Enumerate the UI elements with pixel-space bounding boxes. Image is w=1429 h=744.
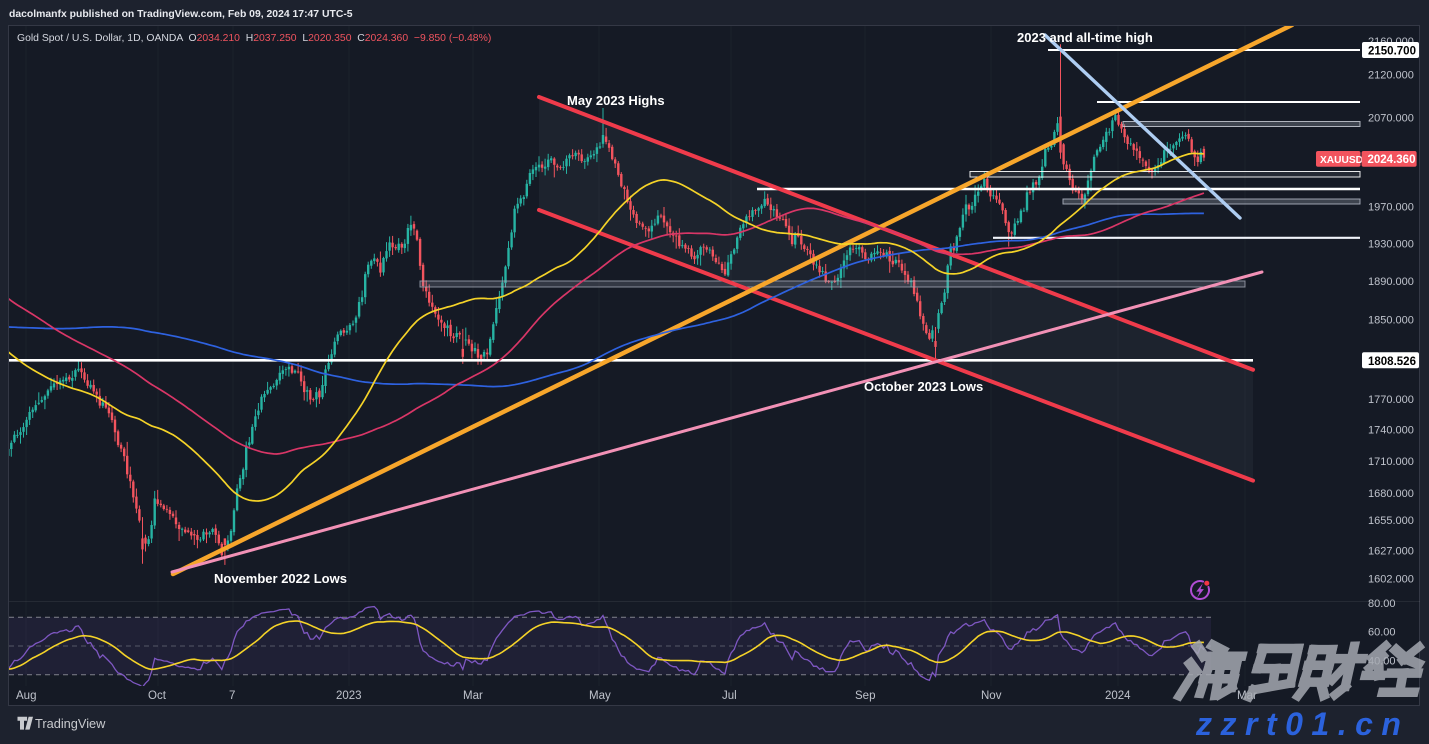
svg-text:Oct: Oct (148, 690, 167, 702)
svg-text:2024: 2024 (1105, 690, 1131, 702)
svg-text:1890.000: 1890.000 (1368, 276, 1414, 288)
svg-text:October 2023 Lows: October 2023 Lows (864, 379, 983, 394)
svg-text:1627.000: 1627.000 (1368, 546, 1414, 558)
svg-text:Nov: Nov (981, 690, 1002, 702)
svg-text:1930.000: 1930.000 (1368, 238, 1414, 250)
svg-text:60.00: 60.00 (1368, 627, 1396, 639)
svg-text:Sep: Sep (855, 690, 875, 702)
svg-text:2150.700: 2150.700 (1368, 46, 1416, 58)
svg-text:2023: 2023 (336, 690, 362, 702)
svg-text:Gold Spot / U.S. Dollar, 1D, O: Gold Spot / U.S. Dollar, 1D, OANDA O2034… (17, 33, 491, 44)
svg-text:1770.000: 1770.000 (1368, 394, 1414, 406)
svg-text:1808.526: 1808.526 (1368, 356, 1416, 368)
svg-text:1655.000: 1655.000 (1368, 515, 1414, 527)
svg-text:Jul: Jul (722, 690, 737, 702)
svg-text:Mar: Mar (463, 690, 483, 702)
svg-text:1680.000: 1680.000 (1368, 488, 1414, 500)
svg-text:1710.000: 1710.000 (1368, 456, 1414, 468)
svg-text:7: 7 (229, 690, 235, 702)
svg-text:1740.000: 1740.000 (1368, 425, 1414, 437)
svg-text:dacolmanfx published on Tradin: dacolmanfx published on TradingView.com,… (9, 9, 353, 20)
svg-text:May 2023 Highs: May 2023 Highs (567, 93, 665, 108)
svg-text:zzrt01.cn: zzrt01.cn (1195, 706, 1409, 739)
svg-text:XAUUSD: XAUUSD (1320, 155, 1363, 166)
svg-text:1970.000: 1970.000 (1368, 202, 1414, 214)
svg-text:2120.000: 2120.000 (1368, 70, 1414, 82)
svg-text:1850.000: 1850.000 (1368, 315, 1414, 327)
svg-text:2024.360: 2024.360 (1368, 154, 1416, 166)
svg-text:TradingView: TradingView (35, 716, 106, 731)
svg-text:80.00: 80.00 (1368, 598, 1396, 610)
svg-text:November 2022 Lows: November 2022 Lows (214, 571, 347, 586)
svg-text:May: May (589, 690, 611, 702)
svg-text:2070.000: 2070.000 (1368, 113, 1414, 125)
svg-text:1602.000: 1602.000 (1368, 573, 1414, 585)
svg-text:2023 and all-time high: 2023 and all-time high (1017, 30, 1153, 45)
svg-text:Aug: Aug (16, 690, 36, 702)
